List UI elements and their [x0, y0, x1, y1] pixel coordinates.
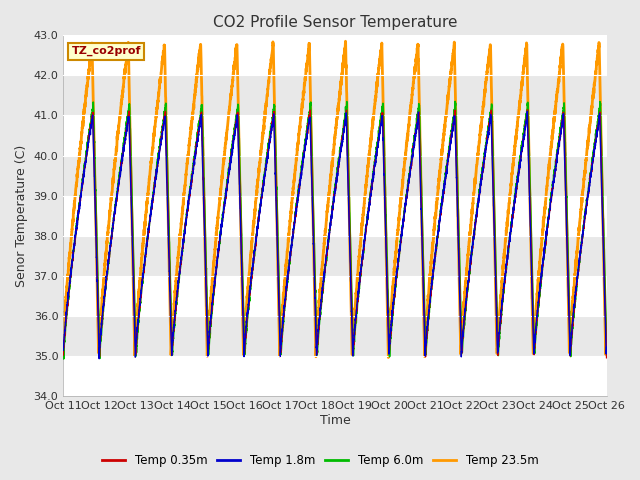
Title: CO2 Profile Sensor Temperature: CO2 Profile Sensor Temperature — [212, 15, 457, 30]
Bar — [63, 356, 607, 396]
Y-axis label: Senor Temperature (C): Senor Temperature (C) — [15, 144, 28, 287]
Bar — [63, 116, 607, 156]
X-axis label: Time: Time — [319, 414, 350, 427]
Legend: Temp 0.35m, Temp 1.8m, Temp 6.0m, Temp 23.5m: Temp 0.35m, Temp 1.8m, Temp 6.0m, Temp 2… — [97, 449, 543, 472]
Bar — [63, 75, 607, 116]
Bar — [63, 156, 607, 196]
Bar — [63, 196, 607, 236]
Bar — [63, 36, 607, 75]
Text: TZ_co2prof: TZ_co2prof — [72, 46, 141, 57]
Bar — [63, 316, 607, 356]
Bar — [63, 236, 607, 276]
Bar — [63, 276, 607, 316]
